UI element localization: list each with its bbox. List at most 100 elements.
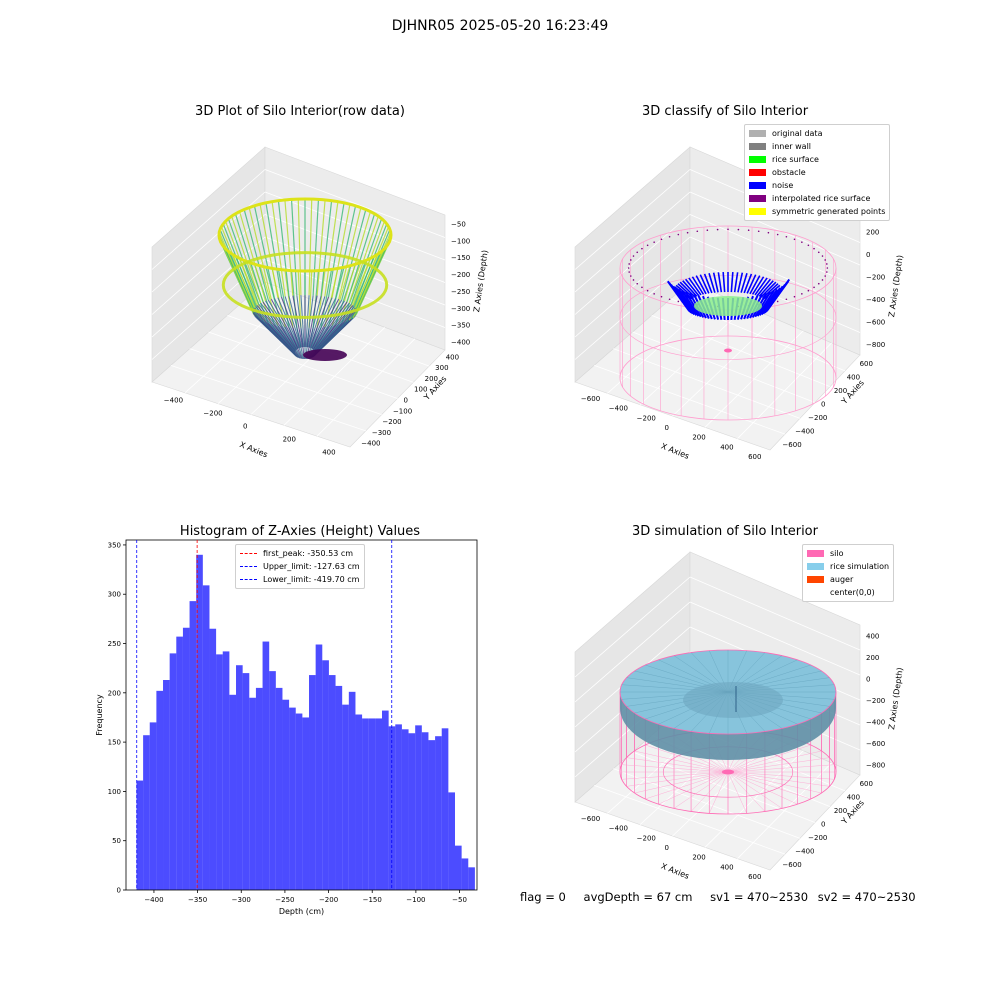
rice-depression bbox=[683, 682, 783, 718]
raw-scan-line bbox=[231, 215, 262, 304]
raw-ztick: −400 bbox=[451, 339, 470, 347]
classify-ztick: −600 bbox=[866, 318, 885, 326]
noise-point bbox=[712, 272, 719, 293]
raw-scan-line bbox=[314, 307, 356, 352]
legend-label: Upper_limit: -127.63 cm bbox=[263, 562, 360, 571]
raw-scan-line bbox=[348, 215, 379, 304]
raw-scan-line bbox=[284, 199, 294, 296]
classify-xtick: 400 bbox=[720, 443, 733, 451]
raw-scan-line bbox=[292, 295, 304, 348]
sim-ytick: −200 bbox=[808, 834, 827, 842]
histogram-bar bbox=[468, 867, 475, 890]
raw-scan-line bbox=[309, 297, 333, 349]
interpolated-point bbox=[636, 251, 639, 254]
raw-scan-line bbox=[265, 300, 298, 350]
noise-point bbox=[677, 283, 694, 299]
x-tick-label: −250 bbox=[275, 896, 294, 904]
silo-floor-spoke bbox=[621, 764, 729, 773]
interpolated-point bbox=[785, 298, 788, 301]
noise-point bbox=[730, 272, 734, 293]
histogram-bar bbox=[441, 728, 449, 890]
silo-floor-spoke bbox=[658, 771, 729, 805]
histogram-bar bbox=[136, 780, 144, 890]
noise-point bbox=[678, 288, 698, 316]
raw-scan-line bbox=[341, 209, 367, 301]
raw-scan-line bbox=[243, 209, 269, 301]
y-tick-label: 50 bbox=[112, 837, 121, 845]
legend-swatch bbox=[807, 589, 824, 596]
silo-floor-spoke bbox=[727, 771, 811, 800]
silo-floor-spoke bbox=[727, 771, 835, 780]
classify-legend: original data inner wall rice surface obsta… bbox=[744, 124, 891, 221]
histogram-bar bbox=[189, 601, 197, 890]
y-tick-label: 200 bbox=[108, 689, 121, 697]
interpolated-point bbox=[686, 231, 689, 234]
silo-floor-spoke bbox=[645, 771, 729, 800]
histogram-bar bbox=[415, 725, 422, 890]
interpolated-point bbox=[716, 228, 719, 231]
interpolated-point bbox=[641, 247, 643, 250]
noise-point bbox=[751, 276, 765, 295]
sim-ztick: −800 bbox=[866, 761, 885, 769]
histogram-legend: first_peak: -350.53 cm Upper_limit: -127.… bbox=[235, 544, 365, 589]
raw-gridline bbox=[264, 191, 446, 261]
sim-ztick: −400 bbox=[866, 718, 885, 726]
sim-ztick: 0 bbox=[866, 676, 870, 684]
histogram-legend-entry: Lower_limit: -419.70 cm bbox=[240, 573, 360, 586]
raw-scan-line bbox=[338, 207, 362, 300]
raw-scan-line bbox=[311, 299, 343, 350]
histogram-bar bbox=[255, 687, 263, 890]
raw-gridline bbox=[264, 236, 446, 306]
raw-xtick: −200 bbox=[203, 410, 222, 418]
noise-point bbox=[703, 273, 713, 294]
raw-scan-line bbox=[343, 211, 371, 302]
raw-scan-line bbox=[300, 295, 305, 348]
noise-point bbox=[737, 272, 744, 293]
raw-scan-line bbox=[297, 199, 302, 296]
raw-scan-line bbox=[307, 295, 322, 348]
y-tick-label: 0 bbox=[117, 887, 121, 895]
raw-scan-line bbox=[265, 202, 283, 298]
interpolated-point bbox=[636, 282, 639, 285]
raw-scan-line bbox=[260, 302, 297, 351]
legend-label: rice surface bbox=[772, 155, 819, 164]
interpolated-point bbox=[653, 241, 655, 243]
x-tick-label: −300 bbox=[232, 896, 251, 904]
interpolated-point bbox=[727, 228, 729, 231]
histogram-bar bbox=[461, 858, 469, 890]
silo-floor-spoke bbox=[727, 771, 798, 805]
raw-ztick: −300 bbox=[451, 305, 470, 313]
raw-ztick: −100 bbox=[451, 237, 470, 245]
raw-scan-line bbox=[331, 204, 351, 298]
raw-scan-line bbox=[346, 213, 376, 303]
classify-ztick: 0 bbox=[866, 251, 870, 259]
interpolated-point bbox=[632, 255, 635, 257]
raw-ztick: −250 bbox=[451, 288, 470, 296]
raw-scan-line bbox=[234, 213, 264, 303]
raw-scan-line bbox=[312, 301, 348, 350]
sim-ytick: 0 bbox=[821, 821, 825, 829]
legend-label: symmetric generated points bbox=[772, 207, 886, 216]
classify-ytick: 600 bbox=[860, 360, 873, 368]
raw-scan-line bbox=[327, 202, 345, 298]
legend-swatch bbox=[240, 566, 257, 567]
raw-plot-title: 3D Plot of Silo Interior(row data) bbox=[195, 104, 405, 119]
silo-floor-spoke bbox=[645, 744, 729, 773]
interpolated-point bbox=[668, 235, 671, 238]
raw-lower-rim bbox=[221, 251, 389, 319]
interpolated-point bbox=[628, 263, 630, 265]
raw-scan-line bbox=[355, 229, 391, 310]
sim-zlabel: Z Axies (Depth) bbox=[887, 667, 905, 730]
sim-xtick: 0 bbox=[665, 844, 669, 852]
classify-gridline bbox=[574, 191, 691, 293]
raw-ytick: 200 bbox=[425, 375, 438, 383]
sim-ztick: 400 bbox=[866, 633, 879, 641]
interpolated-point bbox=[628, 271, 630, 273]
noise-point bbox=[756, 278, 772, 297]
sim-gridline bbox=[689, 601, 861, 676]
histogram-bar bbox=[375, 718, 383, 890]
histogram-legend-entry: first_peak: -350.53 cm bbox=[240, 547, 360, 560]
interpolated-point bbox=[826, 271, 828, 273]
sv2-text: sv2 = 470~2530 bbox=[817, 890, 916, 904]
classify-ztick: −200 bbox=[866, 273, 885, 281]
